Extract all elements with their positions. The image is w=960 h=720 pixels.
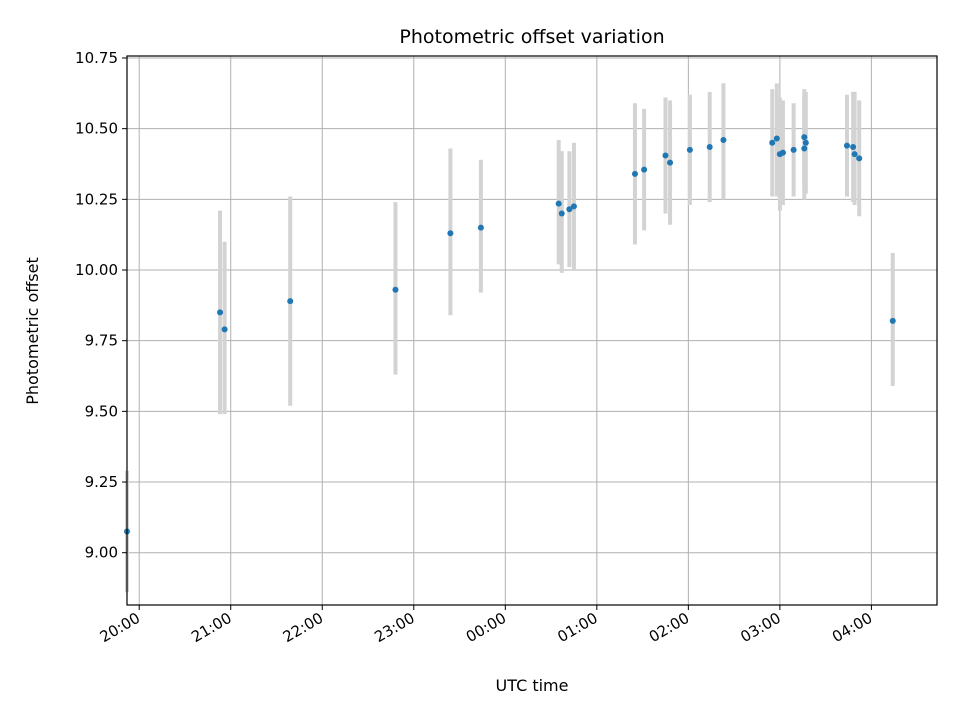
data-point: [287, 298, 294, 305]
x-tick-label: 00:00: [463, 609, 509, 646]
y-tick-label: 10.25: [75, 190, 118, 208]
y-tick-label: 9.25: [85, 473, 118, 491]
x-tick-label: 21:00: [188, 609, 234, 646]
data-point: [773, 135, 780, 142]
y-axis-title: Photometric offset: [23, 257, 42, 405]
error-bars: [125, 83, 895, 593]
data-point: [566, 206, 573, 213]
data-point: [477, 224, 484, 231]
data-point: [889, 317, 896, 324]
x-tick-label: 01:00: [554, 609, 600, 646]
chart-title: Photometric offset variation: [399, 26, 664, 48]
data-point: [667, 159, 674, 166]
x-tick-label: 22:00: [280, 609, 326, 646]
y-tick-label: 10.75: [75, 49, 118, 67]
axis-ticks: 20:00 21:00 22:00 23:00 00:00 01:00 02:00 03:00…: [75, 49, 875, 646]
x-tick-label: 04:00: [829, 609, 875, 646]
data-point: [801, 145, 808, 152]
y-tick-label: 10.50: [75, 120, 118, 138]
data-point: [844, 142, 850, 149]
x-tick-label: 02:00: [646, 609, 692, 646]
data-point: [801, 134, 808, 141]
data-points: [124, 134, 896, 535]
data-point: [686, 146, 693, 153]
y-tick-label: 9.50: [85, 402, 118, 420]
data-point: [850, 144, 857, 151]
data-point: [779, 149, 786, 156]
data-point: [217, 309, 224, 316]
data-point: [769, 139, 776, 146]
data-point: [392, 286, 399, 293]
data-point: [447, 230, 454, 237]
data-point: [802, 139, 809, 146]
x-tick-label: 03:00: [737, 609, 783, 646]
data-point: [555, 200, 562, 207]
x-axis-title: UTC time: [496, 676, 569, 695]
data-point: [570, 203, 577, 210]
x-tick-label: 23:00: [371, 609, 417, 646]
data-point: [558, 210, 565, 217]
data-point: [856, 155, 863, 162]
grid: [127, 56, 937, 605]
data-point: [706, 144, 713, 151]
x-tick-label: 20:00: [97, 609, 143, 646]
data-point: [221, 326, 228, 333]
data-point: [790, 146, 797, 153]
plot-frame: [126, 55, 938, 606]
y-tick-label: 9.75: [85, 332, 118, 350]
y-tick-label: 9.00: [85, 544, 118, 562]
data-point: [631, 170, 638, 177]
data-point: [851, 151, 858, 158]
data-point: [662, 152, 669, 159]
data-point: [720, 136, 727, 143]
data-point: [641, 166, 648, 173]
y-tick-label: 10.00: [75, 261, 118, 279]
